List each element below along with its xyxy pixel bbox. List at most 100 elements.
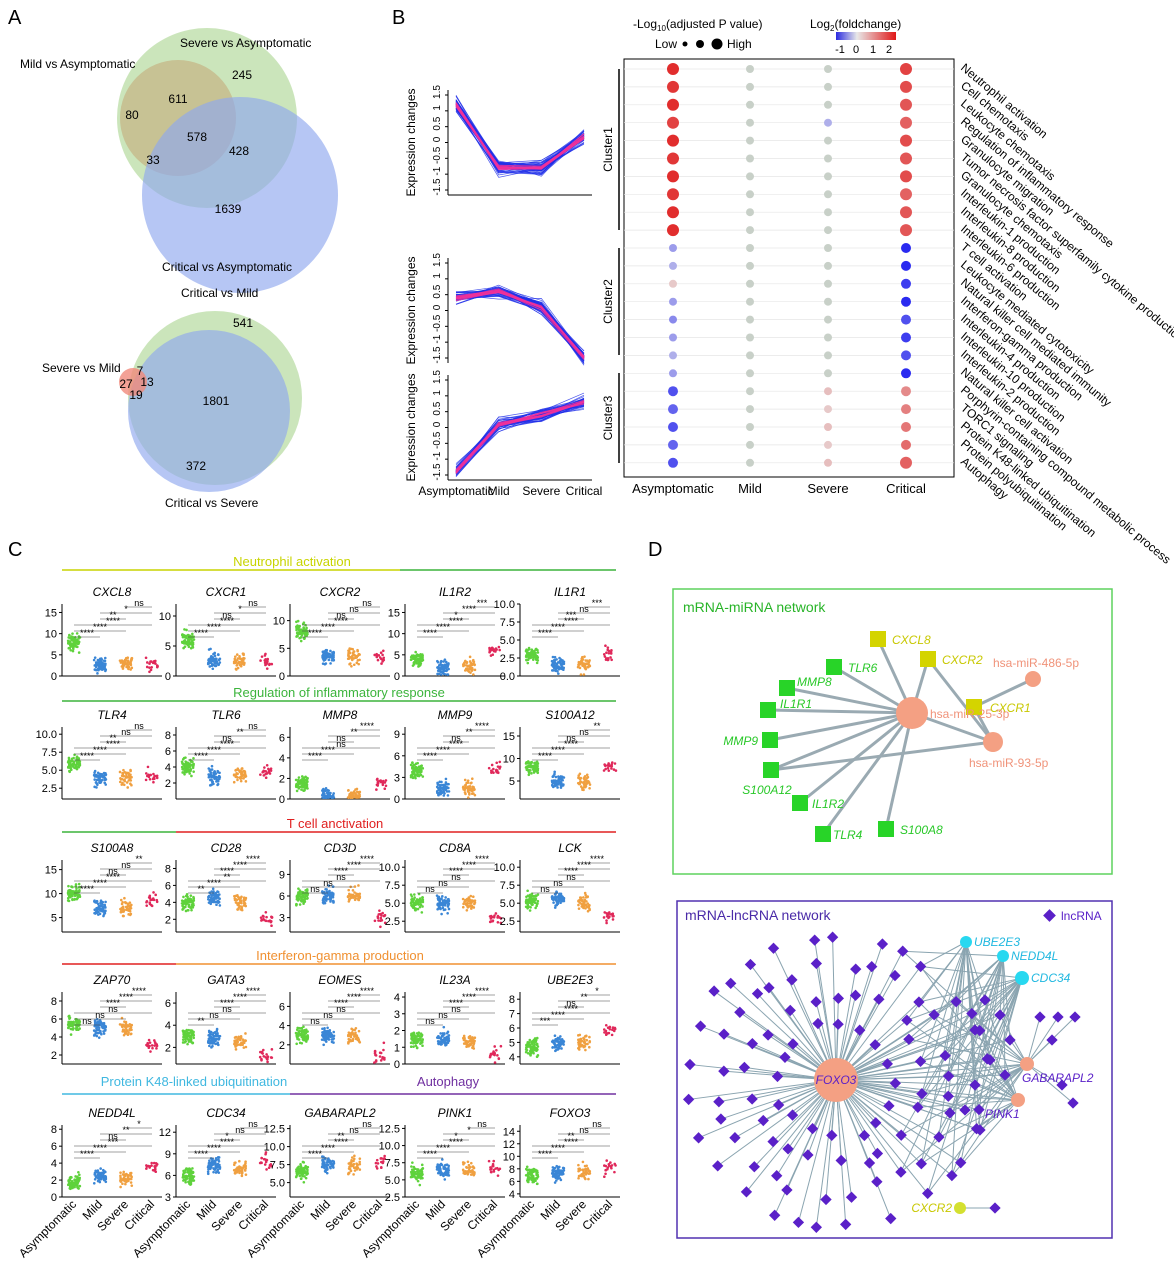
data-point	[608, 764, 612, 768]
data-point	[467, 670, 471, 673]
term-dot	[667, 98, 679, 111]
data-point	[529, 656, 533, 659]
data-point	[419, 903, 422, 907]
data-point	[473, 788, 476, 791]
data-point	[266, 1055, 270, 1059]
data-point	[234, 1048, 238, 1051]
data-point	[126, 776, 130, 779]
data-point	[237, 906, 241, 909]
data-point	[577, 663, 580, 666]
data-point	[471, 785, 474, 789]
data-point	[75, 889, 79, 893]
term-dot	[746, 315, 754, 324]
significance-label: ****	[564, 739, 579, 749]
data-point	[128, 1028, 132, 1032]
data-point	[462, 902, 465, 906]
data-point	[607, 649, 611, 653]
data-point	[210, 664, 214, 668]
term-dot	[824, 297, 832, 306]
data-point	[357, 653, 361, 656]
term-dot	[824, 315, 832, 324]
data-point	[265, 1053, 268, 1056]
data-point	[324, 894, 328, 898]
core-trend-line	[455, 401, 585, 473]
y-tick-label: 15	[388, 607, 400, 619]
term-dot	[746, 440, 754, 449]
gene-title: UBE2E3	[547, 973, 593, 987]
data-point	[77, 1028, 80, 1031]
data-point	[74, 893, 78, 897]
data-point	[462, 663, 466, 667]
data-point	[96, 672, 99, 675]
data-point	[265, 667, 269, 670]
term-dot	[824, 279, 832, 288]
data-point	[294, 778, 298, 782]
term-dot	[824, 405, 832, 414]
data-point	[70, 885, 73, 888]
data-point	[536, 659, 540, 662]
data-point	[604, 644, 607, 648]
size-legend-low: Low	[655, 37, 677, 51]
data-point	[118, 780, 122, 784]
venn-circle-critical	[142, 97, 338, 293]
data-point	[154, 1041, 157, 1045]
data-point	[466, 664, 470, 668]
data-point	[528, 1049, 532, 1053]
y-tick-label: -0.5	[432, 431, 443, 449]
data-point	[409, 1045, 413, 1049]
data-point	[357, 1029, 361, 1033]
y-tick-label: 0	[51, 671, 57, 683]
y-tick-label: 1	[394, 1042, 400, 1054]
data-point	[578, 772, 582, 776]
data-point	[300, 1041, 304, 1045]
data-point	[562, 662, 566, 666]
data-point	[584, 667, 588, 671]
term-dot	[901, 296, 911, 307]
data-point	[530, 764, 534, 768]
data-point	[332, 1030, 336, 1034]
data-point	[417, 1038, 420, 1042]
data-point	[147, 775, 151, 779]
y-tick-label: 2.5	[385, 916, 400, 928]
data-point	[436, 783, 440, 786]
y-axis-label: Expression changes	[404, 373, 418, 481]
term-dot	[901, 260, 911, 271]
data-point	[95, 1170, 98, 1174]
data-point	[441, 901, 444, 905]
data-point	[150, 660, 153, 663]
data-point	[606, 658, 610, 661]
data-point	[462, 1036, 465, 1040]
data-point	[415, 768, 419, 771]
data-point	[582, 1040, 586, 1043]
term-dot	[901, 278, 911, 289]
data-point	[297, 1038, 301, 1041]
data-point	[490, 770, 494, 774]
data-point	[497, 1057, 501, 1060]
data-point	[239, 908, 242, 911]
data-point	[104, 771, 107, 775]
data-point	[327, 658, 331, 662]
significance-label: ns	[134, 721, 144, 731]
significance-label: ns	[362, 598, 372, 608]
data-point	[357, 894, 360, 897]
data-point	[470, 905, 474, 908]
data-point	[71, 1028, 75, 1031]
significance-label: ns	[323, 878, 333, 888]
data-point	[74, 1027, 78, 1030]
data-point	[71, 649, 75, 653]
data-point	[561, 784, 565, 787]
data-point	[381, 660, 384, 663]
data-point	[527, 646, 531, 650]
data-point	[188, 772, 191, 775]
data-point	[440, 912, 443, 916]
significance-label: ****	[551, 745, 566, 755]
size-legend-dot	[696, 40, 704, 48]
venn-label-critmild: Critical vs Mild	[181, 286, 258, 300]
venn-count: 372	[186, 459, 206, 473]
gene-title: MMP8	[323, 708, 358, 722]
data-point	[583, 664, 587, 668]
data-point	[153, 1165, 156, 1168]
data-point	[192, 770, 195, 773]
data-point	[182, 895, 185, 899]
data-point	[413, 1034, 417, 1038]
